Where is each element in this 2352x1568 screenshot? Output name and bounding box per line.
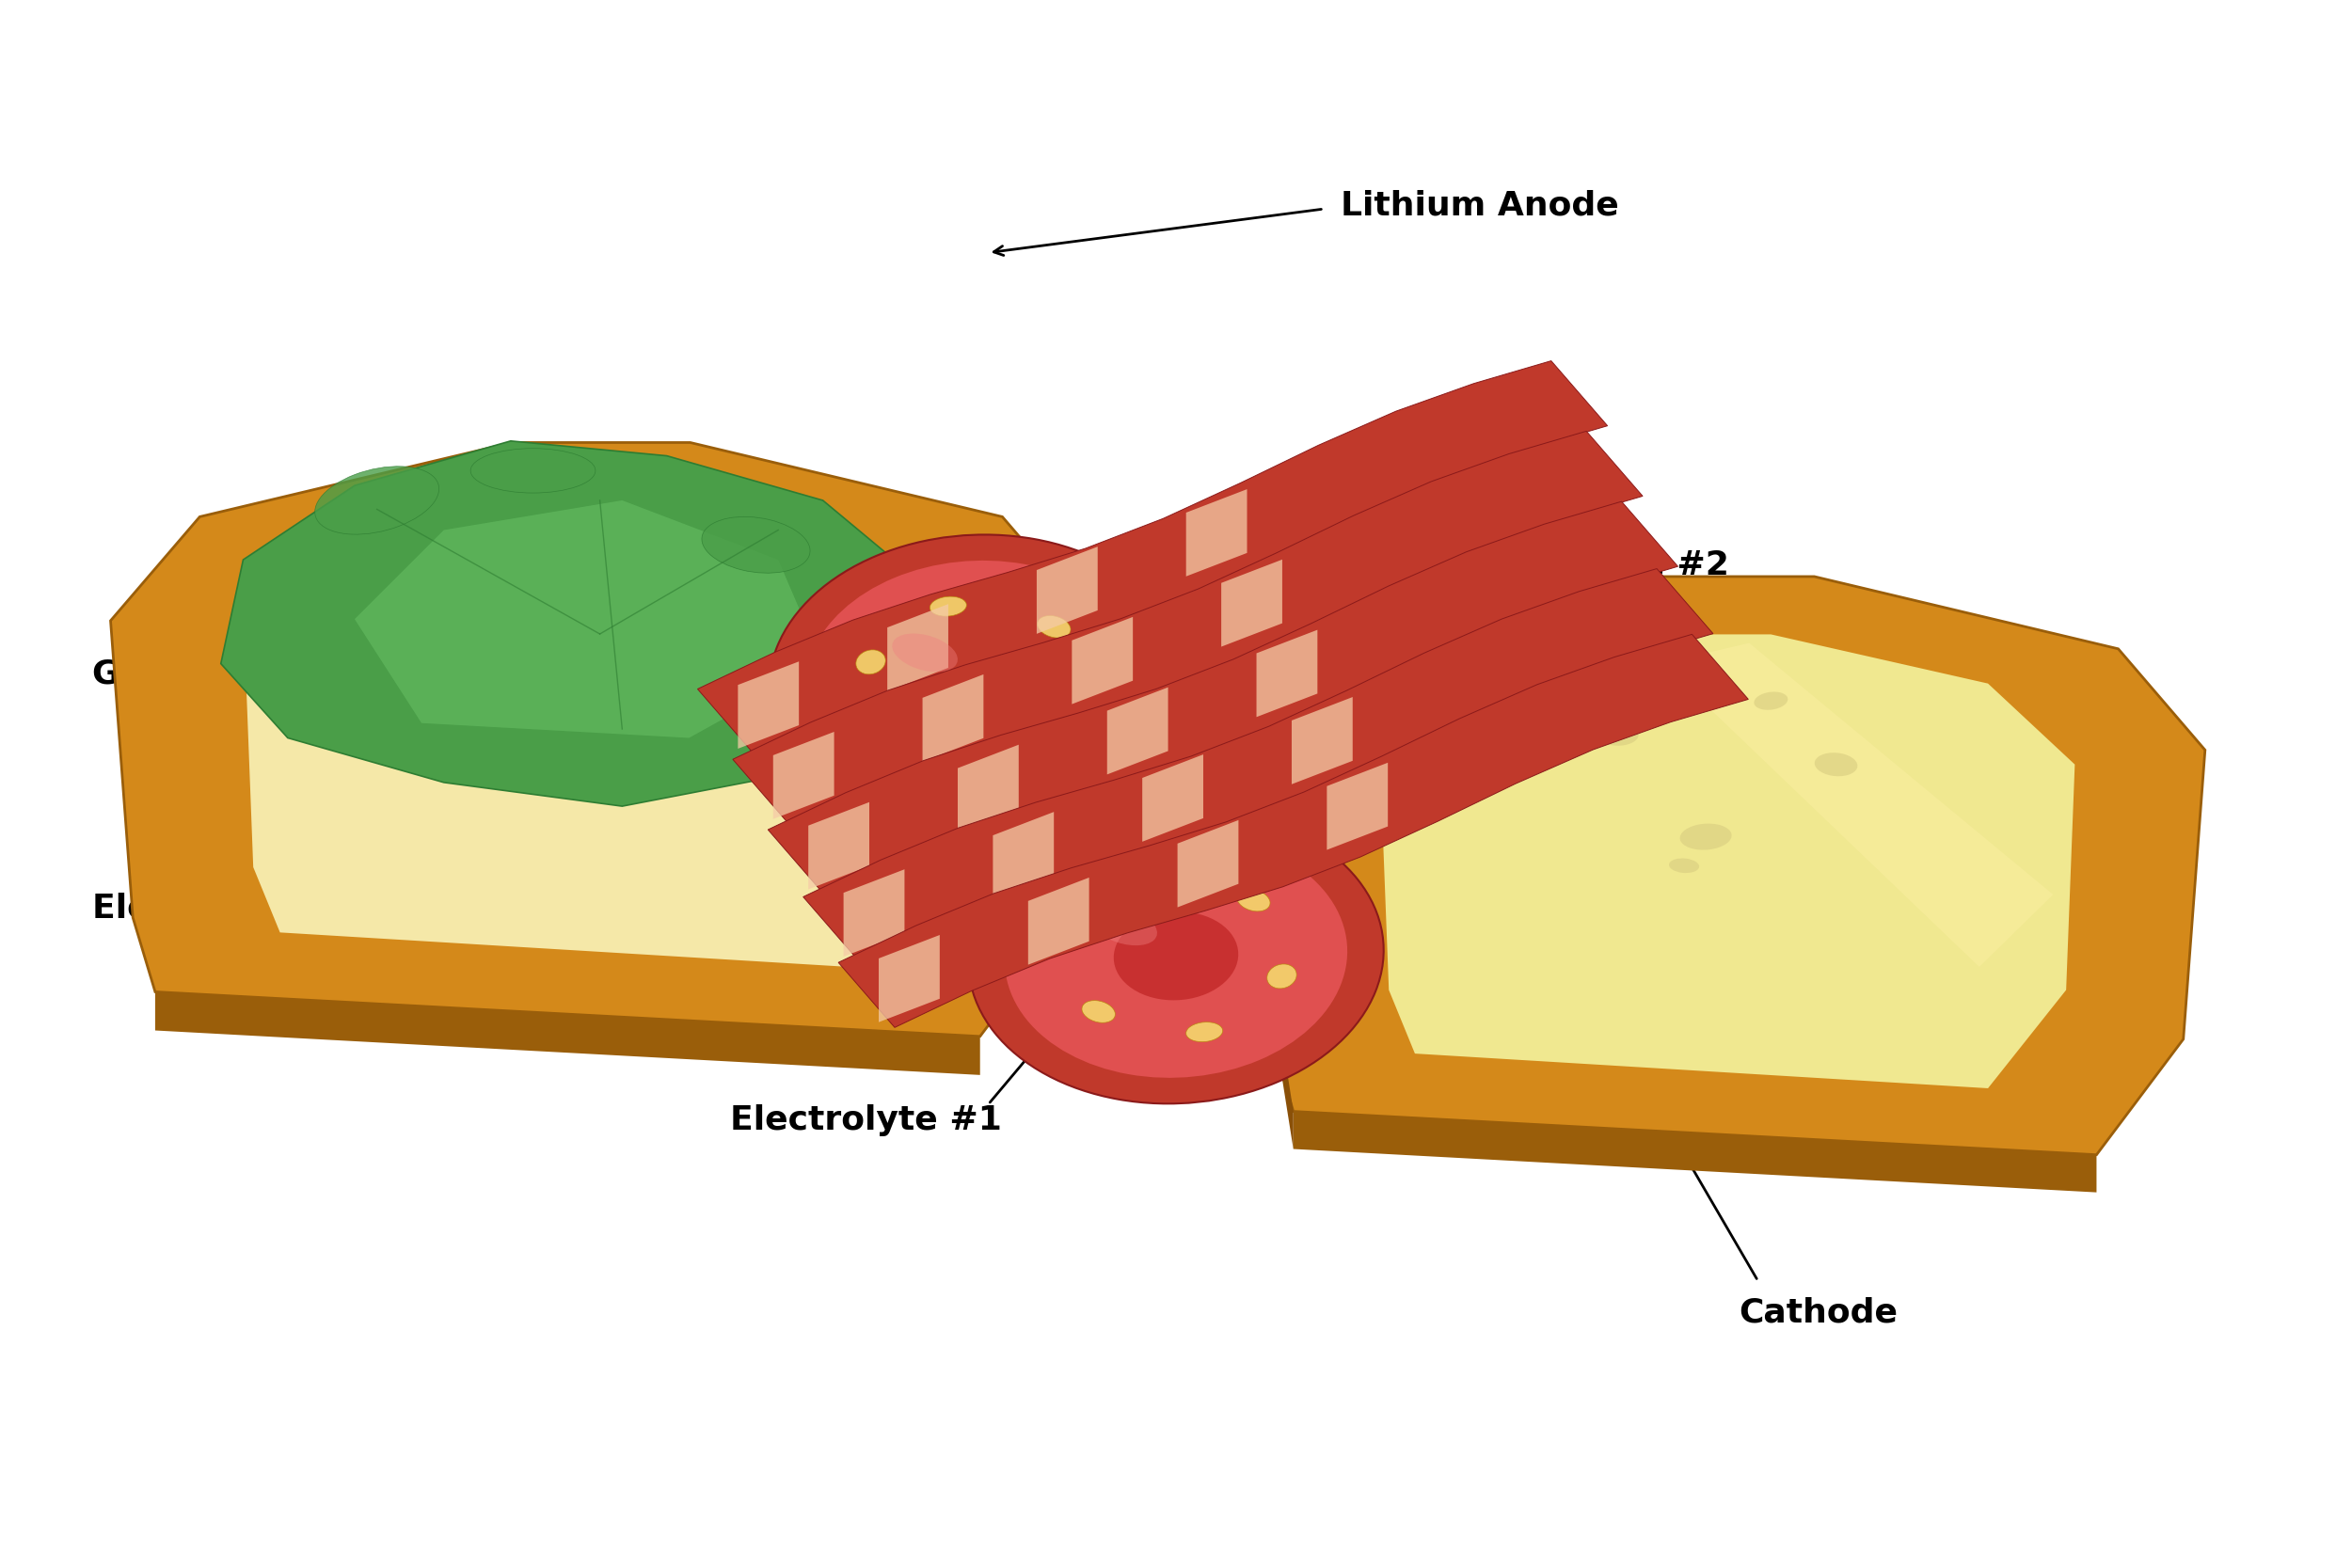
Polygon shape: [1327, 762, 1388, 850]
Polygon shape: [880, 935, 941, 1022]
Polygon shape: [221, 441, 934, 806]
Ellipse shape: [1679, 823, 1731, 850]
Polygon shape: [155, 993, 981, 1076]
Polygon shape: [1291, 698, 1352, 784]
Ellipse shape: [891, 633, 957, 673]
Polygon shape: [739, 662, 800, 748]
Polygon shape: [1663, 643, 2053, 967]
Ellipse shape: [1082, 1000, 1115, 1022]
Polygon shape: [1185, 489, 1247, 577]
Text: Electrolyte #1: Electrolyte #1: [92, 894, 365, 925]
Polygon shape: [1028, 878, 1089, 964]
Ellipse shape: [1755, 691, 1788, 710]
Text: Cathode: Cathode: [1738, 1297, 1898, 1328]
Polygon shape: [1256, 630, 1317, 717]
Ellipse shape: [985, 748, 1023, 768]
Ellipse shape: [1237, 889, 1270, 911]
Ellipse shape: [1185, 1022, 1223, 1041]
Ellipse shape: [915, 638, 1040, 726]
Text: Electrolyte #2: Electrolyte #2: [1458, 549, 1729, 582]
Polygon shape: [837, 635, 1748, 1027]
Ellipse shape: [969, 808, 1383, 1104]
Ellipse shape: [470, 448, 595, 492]
Polygon shape: [1037, 547, 1098, 633]
Polygon shape: [1178, 820, 1240, 908]
Ellipse shape: [1091, 906, 1157, 946]
Ellipse shape: [1068, 690, 1096, 715]
Ellipse shape: [856, 649, 884, 674]
Polygon shape: [1108, 687, 1169, 775]
Ellipse shape: [769, 535, 1183, 829]
Text: Graphite: Graphite: [92, 659, 259, 690]
Polygon shape: [1294, 1112, 2096, 1192]
Ellipse shape: [1004, 834, 1348, 1077]
Ellipse shape: [1599, 726, 1639, 746]
Polygon shape: [844, 869, 906, 956]
Polygon shape: [1237, 750, 1294, 1149]
Polygon shape: [769, 502, 1677, 895]
Ellipse shape: [1037, 616, 1070, 638]
Ellipse shape: [804, 560, 1148, 804]
Ellipse shape: [701, 517, 809, 572]
Polygon shape: [802, 569, 1712, 961]
Polygon shape: [887, 604, 948, 691]
Polygon shape: [699, 361, 1606, 754]
Polygon shape: [957, 745, 1018, 833]
Polygon shape: [922, 674, 983, 762]
Ellipse shape: [1670, 858, 1698, 873]
Polygon shape: [734, 431, 1642, 825]
Text: Lithium Anode: Lithium Anode: [1341, 190, 1618, 221]
Ellipse shape: [1268, 964, 1296, 988]
Ellipse shape: [663, 594, 762, 648]
Polygon shape: [1221, 560, 1282, 646]
Ellipse shape: [1816, 753, 1858, 776]
Polygon shape: [1143, 754, 1204, 842]
Ellipse shape: [882, 728, 915, 750]
Polygon shape: [111, 442, 1091, 1036]
Ellipse shape: [929, 596, 967, 616]
Ellipse shape: [1056, 924, 1084, 947]
Polygon shape: [1381, 635, 2074, 1088]
Polygon shape: [774, 732, 835, 818]
Text: Electrolyte #1: Electrolyte #1: [729, 1104, 1002, 1135]
Polygon shape: [1249, 577, 2206, 1154]
Ellipse shape: [1115, 911, 1237, 1000]
Polygon shape: [809, 803, 870, 889]
Polygon shape: [1073, 616, 1134, 704]
Polygon shape: [245, 502, 957, 967]
Ellipse shape: [1129, 870, 1167, 889]
Polygon shape: [355, 500, 823, 739]
Ellipse shape: [315, 466, 440, 535]
Polygon shape: [993, 812, 1054, 898]
